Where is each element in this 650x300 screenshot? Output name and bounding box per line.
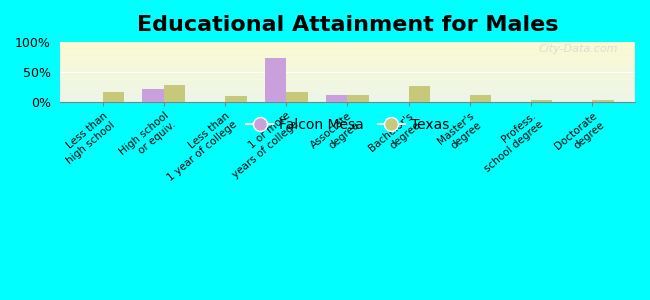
Legend: Falcon Mesa, Texas: Falcon Mesa, Texas xyxy=(240,112,455,137)
Bar xyxy=(60,88,635,89)
Bar xyxy=(103,92,124,102)
Bar xyxy=(470,95,491,102)
Bar xyxy=(60,53,635,54)
Bar xyxy=(60,84,635,85)
Bar xyxy=(60,97,635,98)
Bar xyxy=(60,76,635,77)
Bar xyxy=(60,78,635,79)
Bar xyxy=(60,74,635,75)
Bar xyxy=(60,94,635,95)
Bar xyxy=(60,98,635,99)
Bar xyxy=(60,43,635,44)
Bar xyxy=(60,93,635,94)
Bar xyxy=(60,55,635,56)
Bar xyxy=(60,95,635,96)
Bar xyxy=(60,99,635,100)
Bar xyxy=(409,85,430,102)
Bar xyxy=(60,79,635,80)
Title: Educational Attainment for Males: Educational Attainment for Males xyxy=(136,15,558,35)
Bar xyxy=(60,63,635,64)
Bar xyxy=(60,80,635,81)
Bar xyxy=(60,57,635,58)
Bar xyxy=(60,64,635,65)
Bar xyxy=(60,48,635,49)
Bar xyxy=(60,92,635,93)
Bar xyxy=(142,88,164,102)
Bar xyxy=(60,42,635,43)
Bar xyxy=(592,100,614,102)
Bar xyxy=(60,72,635,73)
Bar xyxy=(60,45,635,46)
Bar xyxy=(60,54,635,55)
Bar xyxy=(60,89,635,90)
Bar xyxy=(60,66,635,67)
Bar xyxy=(60,90,635,91)
Bar xyxy=(60,52,635,53)
Bar xyxy=(60,61,635,62)
Bar xyxy=(225,96,246,102)
Bar xyxy=(265,58,286,102)
Bar xyxy=(60,81,635,82)
Bar xyxy=(326,95,348,102)
Bar xyxy=(60,68,635,69)
Bar xyxy=(286,92,307,102)
Bar xyxy=(60,101,635,102)
Bar xyxy=(60,83,635,84)
Bar xyxy=(60,50,635,51)
Bar xyxy=(60,85,635,86)
Bar xyxy=(60,77,635,78)
Bar xyxy=(348,95,369,102)
Bar xyxy=(60,49,635,50)
Bar xyxy=(60,65,635,66)
Bar xyxy=(60,69,635,70)
Bar xyxy=(164,85,185,102)
Bar xyxy=(60,86,635,87)
Bar xyxy=(60,60,635,61)
Bar xyxy=(60,71,635,72)
Bar xyxy=(60,46,635,47)
Bar xyxy=(60,58,635,59)
Bar xyxy=(60,87,635,88)
Bar xyxy=(60,51,635,52)
Bar xyxy=(60,96,635,97)
Bar xyxy=(60,44,635,45)
Bar xyxy=(60,75,635,76)
Bar xyxy=(60,56,635,57)
Bar xyxy=(60,59,635,60)
Bar xyxy=(60,67,635,68)
Bar xyxy=(60,100,635,101)
Bar xyxy=(531,100,552,102)
Bar xyxy=(60,70,635,71)
Bar xyxy=(60,62,635,63)
Bar xyxy=(60,82,635,83)
Text: City-Data.com: City-Data.com xyxy=(538,44,617,54)
Bar xyxy=(60,73,635,74)
Bar xyxy=(60,47,635,48)
